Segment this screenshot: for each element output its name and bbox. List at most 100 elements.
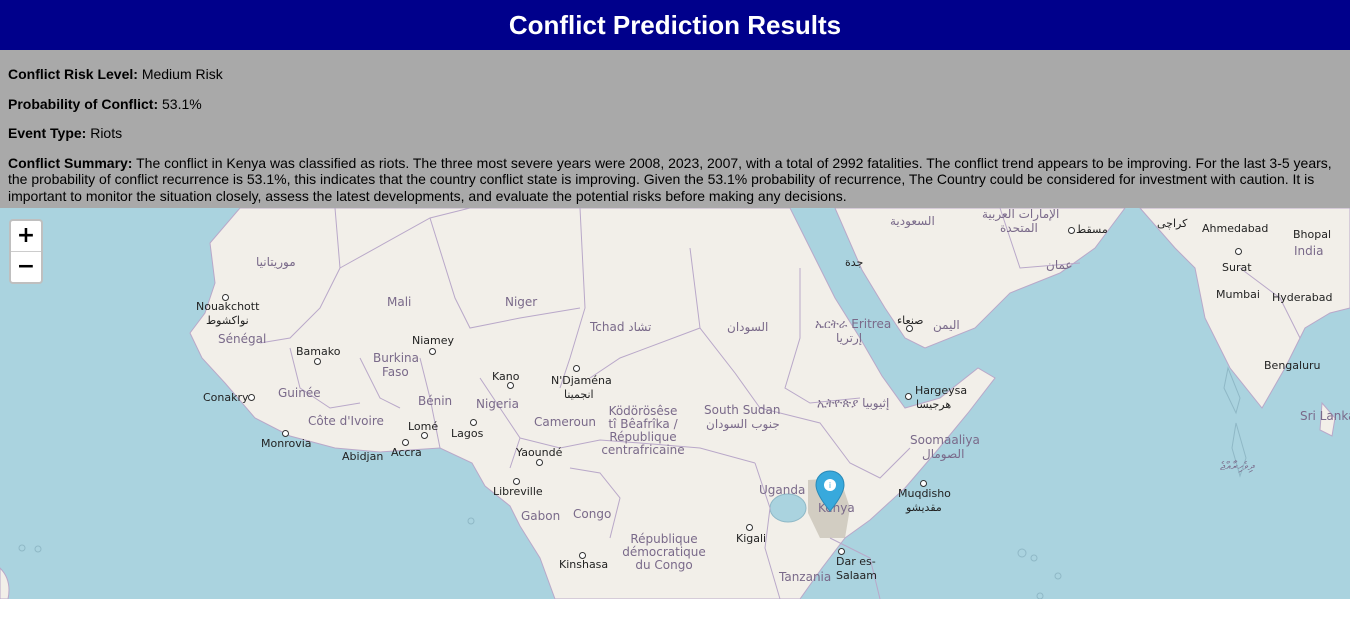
- label-uae: الإمارات العربية: [982, 208, 1060, 221]
- event-type-row: Event Type: Riots: [8, 125, 1342, 142]
- red-sea: [820, 248, 895, 333]
- label-maldives: ދިވެހިރާއްޖެ: [1220, 459, 1255, 473]
- label-bamako: Bamako: [296, 345, 341, 358]
- label-tanzania: Tanzania: [779, 570, 832, 584]
- label-mali: Mali: [387, 295, 412, 309]
- sri-lanka: [1319, 401, 1336, 437]
- label-rdc-1: République: [630, 532, 698, 546]
- risk-level-row: Conflict Risk Level: Medium Risk: [8, 66, 1342, 83]
- label-yaounde: Yaoundé: [516, 446, 563, 459]
- city-dot: [513, 478, 520, 485]
- map-view[interactable]: + − موريتانيا Nouakchott نواكشوط Sénégal…: [0, 208, 1350, 599]
- zoom-control: + −: [9, 219, 43, 284]
- label-mauritania: موريتانيا: [256, 255, 296, 269]
- india-landmass: [1139, 208, 1350, 409]
- label-kinshasa: Kinshasa: [559, 558, 609, 571]
- label-muqdisho-ar: مقديشو: [906, 501, 942, 514]
- svg-text:i: i: [829, 481, 831, 490]
- city-dot: [429, 348, 436, 355]
- label-car-3: République: [609, 430, 677, 444]
- label-nigeria: Nigeria: [476, 397, 519, 411]
- label-daressalaam-2: Salaam: [836, 569, 877, 582]
- label-nouakchott: Nouakchott: [196, 300, 260, 313]
- label-gabon: Gabon: [521, 509, 561, 523]
- label-eritrea-ar: إرتريا: [836, 331, 863, 345]
- city-dot: [905, 393, 912, 400]
- label-tchad: Tchad تشاد: [590, 320, 652, 334]
- label-libreville: Libreville: [493, 485, 543, 498]
- label-ahmedabad: Ahmedabad: [1202, 222, 1269, 235]
- country-borders: [259, 208, 1301, 599]
- city-dot: [573, 365, 580, 372]
- zoom-out-button[interactable]: −: [16, 254, 36, 279]
- label-india: India: [1294, 244, 1324, 258]
- probability-value: 53.1%: [162, 95, 202, 112]
- event-type-value: Riots: [90, 125, 123, 141]
- label-kigali: Kigali: [736, 532, 767, 545]
- label-karachi: كراچی: [1157, 217, 1188, 230]
- city-dot: [906, 325, 913, 332]
- label-daressalaam-1: Dar es-: [836, 555, 876, 568]
- label-monrovia: Monrovia: [261, 437, 312, 450]
- page-header: Conflict Prediction Results: [0, 0, 1350, 50]
- arabia-landmass: [834, 208, 1126, 349]
- label-faso: Faso: [382, 365, 409, 379]
- label-southsudan-ar: جنوب السودان: [706, 417, 780, 431]
- label-car-4: centrafricaine: [601, 443, 685, 457]
- city-dot: [920, 480, 927, 487]
- label-ndjamena-ar: انجمينا: [564, 388, 594, 401]
- page-title: Conflict Prediction Results: [508, 9, 842, 40]
- city-dot: [402, 439, 409, 446]
- lake-victoria: [769, 493, 807, 523]
- label-hargeysa-ar: هرجيسا: [916, 398, 952, 411]
- city-dot: [1235, 248, 1242, 255]
- small-islands: [18, 517, 1062, 599]
- label-hargeysa: Hargeysa: [915, 384, 968, 397]
- label-kano: Kano: [492, 370, 520, 383]
- summary-text: The conflict in Kenya was classified as …: [8, 154, 1332, 204]
- label-niamey: Niamey: [412, 334, 455, 347]
- atlantic-coast: [0, 567, 10, 599]
- label-muscat: مسقط: [1076, 223, 1108, 236]
- city-dot: [579, 552, 586, 559]
- zoom-in-button[interactable]: +: [11, 221, 41, 252]
- label-srilanka: Sri Lanka: [1300, 409, 1350, 423]
- city-dot: [1068, 227, 1075, 234]
- label-somalia-ar: الصومال: [922, 447, 965, 461]
- label-surat: Surat: [1222, 261, 1252, 274]
- label-niger: Niger: [505, 295, 538, 309]
- city-dot: [248, 394, 255, 401]
- label-uae2: المتحدة: [1000, 221, 1038, 235]
- city-dot: [314, 358, 321, 365]
- probability-row: Probability of Conflict: 53.1%: [8, 96, 1342, 113]
- map-base: [0, 208, 1350, 599]
- city-dot: [507, 382, 514, 389]
- island: [1223, 366, 1241, 415]
- label-conakry: Conakry: [203, 391, 249, 404]
- label-somalia: Soomaaliya: [910, 433, 980, 447]
- label-benin: Bénin: [418, 394, 453, 408]
- label-ndjamena: N'Djaména: [551, 374, 612, 387]
- event-type-label: Event Type:: [8, 125, 87, 141]
- label-car-2: tî Bêafrîka /: [608, 417, 678, 431]
- summary-row: Conflict Summary: The conflict in Kenya …: [8, 155, 1342, 205]
- map-pin-icon: i: [815, 470, 845, 512]
- label-bengaluru: Bengaluru: [1264, 359, 1321, 372]
- label-nouakchott-ar: نواكشوط: [206, 314, 249, 327]
- label-hyderabad: Hyderabad: [1272, 291, 1333, 304]
- city-dot: [470, 419, 477, 426]
- label-jeddah: جدة: [845, 256, 864, 269]
- label-muqdisho: Muqdisho: [898, 487, 951, 500]
- label-guinee: Guinée: [278, 386, 321, 400]
- label-lagos: Lagos: [451, 427, 484, 440]
- results-panel: Conflict Risk Level: Medium Risk Probabi…: [0, 50, 1350, 208]
- city-dot: [838, 548, 845, 555]
- label-sanaa: صنعاء: [897, 314, 924, 327]
- label-yemen: اليمن: [933, 318, 960, 332]
- risk-level-value: Medium Risk: [141, 66, 223, 82]
- city-dot: [536, 459, 543, 466]
- label-congo: Congo: [573, 507, 612, 521]
- location-marker[interactable]: i: [815, 470, 845, 517]
- label-ethiopia: ኢትዮጵያ إثيوبيا: [817, 396, 890, 410]
- risk-level-label: Conflict Risk Level:: [8, 66, 138, 82]
